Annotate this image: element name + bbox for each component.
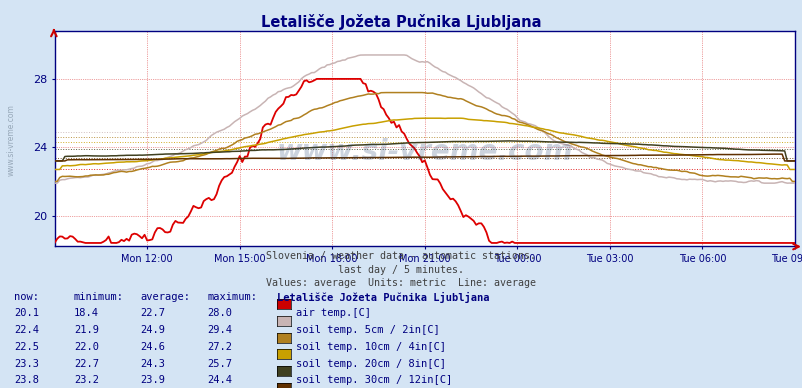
Text: 22.4: 22.4 — [14, 325, 39, 335]
Text: 27.2: 27.2 — [207, 342, 232, 352]
Text: Values: average  Units: metric  Line: average: Values: average Units: metric Line: aver… — [266, 278, 536, 288]
Text: 22.7: 22.7 — [74, 359, 99, 369]
Text: 21.9: 21.9 — [74, 325, 99, 335]
Text: 23.3: 23.3 — [14, 359, 39, 369]
Text: minimum:: minimum: — [74, 292, 124, 302]
Text: 29.4: 29.4 — [207, 325, 232, 335]
Text: www.si-vreme.com: www.si-vreme.com — [276, 138, 573, 166]
Text: 23.8: 23.8 — [14, 375, 39, 385]
Text: maximum:: maximum: — [207, 292, 257, 302]
Text: last day / 5 minutes.: last day / 5 minutes. — [338, 265, 464, 275]
Text: air temp.[C]: air temp.[C] — [295, 308, 370, 319]
Text: 24.4: 24.4 — [207, 375, 232, 385]
Text: 24.9: 24.9 — [140, 325, 165, 335]
Text: 28.0: 28.0 — [207, 308, 232, 319]
Text: 24.3: 24.3 — [140, 359, 165, 369]
Text: average:: average: — [140, 292, 190, 302]
Text: Letališče Jožeta Pučnika Ljubljana: Letališče Jožeta Pučnika Ljubljana — [277, 292, 489, 303]
Text: 22.5: 22.5 — [14, 342, 39, 352]
Text: now:: now: — [14, 292, 39, 302]
Text: soil temp. 5cm / 2in[C]: soil temp. 5cm / 2in[C] — [295, 325, 439, 335]
Text: 24.6: 24.6 — [140, 342, 165, 352]
Text: 22.7: 22.7 — [140, 308, 165, 319]
Text: 23.9: 23.9 — [140, 375, 165, 385]
Text: 25.7: 25.7 — [207, 359, 232, 369]
Text: Slovenia / weather data - automatic stations.: Slovenia / weather data - automatic stat… — [266, 251, 536, 262]
Text: Letališče Jožeta Pučnika Ljubljana: Letališče Jožeta Pučnika Ljubljana — [261, 14, 541, 29]
Text: 22.0: 22.0 — [74, 342, 99, 352]
Text: soil temp. 30cm / 12in[C]: soil temp. 30cm / 12in[C] — [295, 375, 452, 385]
Text: soil temp. 20cm / 8in[C]: soil temp. 20cm / 8in[C] — [295, 359, 445, 369]
Text: 20.1: 20.1 — [14, 308, 39, 319]
Text: soil temp. 10cm / 4in[C]: soil temp. 10cm / 4in[C] — [295, 342, 445, 352]
Text: 23.2: 23.2 — [74, 375, 99, 385]
Text: www.si-vreme.com: www.si-vreme.com — [6, 104, 15, 176]
Text: 18.4: 18.4 — [74, 308, 99, 319]
